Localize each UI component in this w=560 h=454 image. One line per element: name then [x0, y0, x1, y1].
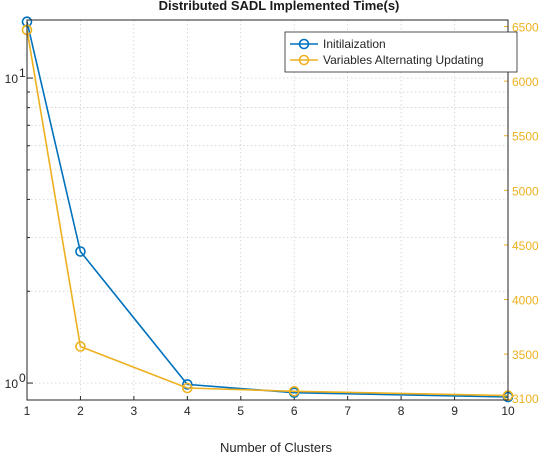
legend-box	[284, 31, 518, 73]
x-tick-label: 9	[451, 404, 458, 418]
x-tick-label: 3	[131, 404, 138, 418]
x-tick-label: 10	[501, 404, 515, 418]
x-tick-label: 7	[344, 404, 351, 418]
right-tick-label: 5500	[512, 130, 539, 144]
right-tick-label: 4000	[512, 294, 539, 308]
right-tick-label: 4500	[512, 239, 539, 253]
left-tick-label: 10	[5, 377, 19, 391]
right-tick-label: 6500	[512, 21, 539, 35]
chart-title: Distributed SADL Implemented Time(s)	[159, 0, 400, 13]
legend-marker-variables	[298, 54, 310, 66]
series-line-variables	[26, 29, 509, 397]
right-tick-label: 3500	[512, 348, 539, 362]
legend-marker-initialization	[298, 38, 310, 50]
x-tick-label: 4	[184, 404, 191, 418]
data-point-initialization	[182, 379, 193, 390]
x-tick-label: 2	[77, 404, 84, 418]
right-tick-label: 3100	[512, 392, 539, 406]
legend-label-initialization: Initilaization	[323, 37, 386, 51]
series-lines	[21, 16, 514, 403]
grid	[27, 20, 508, 400]
data-point-variables	[182, 382, 193, 394]
right-tick-label: 6000	[512, 75, 539, 89]
data-point-variables	[75, 341, 86, 352]
x-axis: 1 2 3 4 5 6 7 8 9 10	[24, 396, 515, 418]
right-tick-label: 5000	[512, 184, 539, 198]
x-axis-label: Number of Clusters	[220, 440, 332, 454]
left-tick-exponent: 0	[19, 371, 26, 385]
data-point-initialization	[75, 246, 86, 257]
x-tick-label: 1	[24, 404, 31, 418]
legend: Initilaization Variables Alternating Upd…	[284, 31, 518, 73]
x-tick-label: 8	[398, 404, 405, 418]
left-tick-label: 10	[5, 72, 19, 86]
right-axis: 3100 3500 4000 4500 5000 5500 6000 6500	[504, 20, 539, 406]
x-tick-label: 6	[291, 404, 298, 418]
left-tick-exponent: 1	[19, 66, 26, 80]
legend-label-variables: Variables Alternating Updating	[323, 53, 484, 67]
series-line-initialization	[26, 21, 509, 398]
data-point-variables	[288, 385, 300, 397]
plot-frame	[26, 19, 509, 401]
x-tick-label: 5	[237, 404, 244, 418]
